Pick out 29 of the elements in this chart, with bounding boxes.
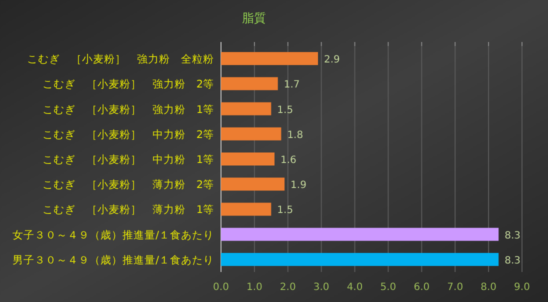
category: こむぎ ［小麦粉］ 薄力粉 2等 (42, 179, 214, 192)
xtick: 1.0 (246, 282, 262, 293)
category: 女子３０～４９（歳）推進量/１食あたり (12, 229, 214, 242)
data-label: 1.7 (284, 80, 300, 91)
xtick: 2.0 (280, 282, 296, 293)
category: こむぎ ［小麦粉］ 中力粉 2等 (42, 128, 214, 141)
category: こむぎ ［小麦粉］ 強力粉 1等 (42, 104, 214, 116)
data-label: 8.3 (504, 230, 520, 242)
data-label: 1.5 (277, 205, 294, 216)
data-label: 1.9 (290, 180, 306, 192)
category: 男子３０～４９（歳）推進量/１食あたり (12, 254, 214, 266)
data-label: 2.9 (324, 54, 340, 66)
xtick: 5.0 (380, 282, 396, 293)
data-label: 8.3 (504, 255, 520, 266)
data-label: 1.5 (277, 104, 294, 116)
category: こむぎ ［小麦粉］ 強力粉 2等 (42, 78, 214, 91)
xtick: 6.0 (414, 282, 430, 293)
xtick: 7.0 (447, 282, 464, 293)
xtick: 4.0 (346, 282, 363, 293)
category: こむぎ ［小麦粉］ 中力粉 1等 (42, 154, 214, 166)
data-label: 1.6 (280, 155, 296, 166)
title: 脂質 (242, 11, 266, 25)
xtick: 3.0 (313, 282, 330, 293)
xtick: 8.0 (480, 282, 496, 293)
category: こむぎ ［小麦粉］ 薄力粉 1等 (42, 204, 214, 216)
xtick: 9.0 (514, 282, 530, 293)
xtick: 0.0 (213, 282, 229, 293)
category: こむぎ ［小麦粉］ 強力粉 全粒粉 (27, 54, 214, 66)
data-label: 1.8 (287, 130, 304, 141)
